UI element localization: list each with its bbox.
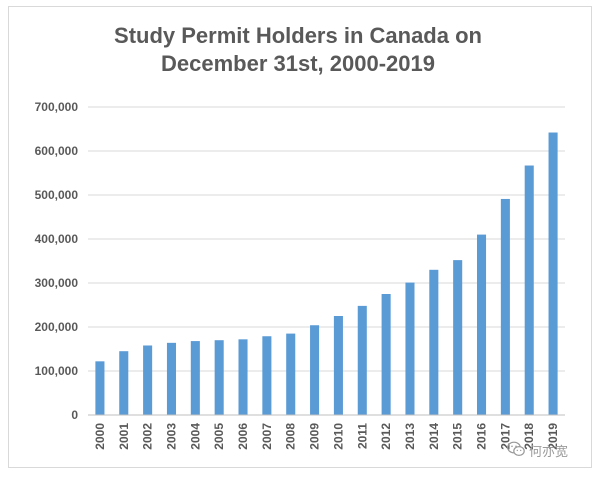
y-tick-label: 100,000 bbox=[35, 364, 79, 378]
bar bbox=[500, 198, 510, 415]
watermark: 何亦宽 bbox=[507, 439, 593, 461]
chart-title: Study Permit Holders in Canada on Decemb… bbox=[0, 22, 596, 78]
bar bbox=[310, 325, 320, 415]
x-tick-label: 2011 bbox=[355, 423, 369, 449]
bar bbox=[190, 341, 200, 415]
x-tick-label: 2005 bbox=[212, 423, 226, 450]
y-tick-label: 200,000 bbox=[35, 320, 79, 334]
bar bbox=[357, 305, 367, 415]
x-tick-label: 2003 bbox=[164, 423, 178, 450]
y-axis-ticks: 0 100,000 200,000 300,000 400,000 500,000 600,… bbox=[35, 100, 79, 422]
y-tick-label: 0 bbox=[71, 408, 78, 422]
bar bbox=[166, 342, 177, 415]
bar bbox=[143, 345, 153, 415]
bar bbox=[524, 165, 534, 415]
bar bbox=[333, 316, 343, 415]
bar bbox=[238, 339, 248, 415]
y-tick-label: 600,000 bbox=[35, 144, 79, 158]
bar bbox=[381, 294, 391, 415]
x-tick-label: 2008 bbox=[284, 423, 298, 450]
y-tick-label: 500,000 bbox=[35, 188, 79, 202]
x-axis-ticks: 2000 2001 2002 2003 2004 2005 2006 2007 2008 2009… bbox=[93, 423, 560, 450]
bar bbox=[476, 234, 487, 415]
gridlines bbox=[88, 106, 565, 372]
x-tick-label: 2002 bbox=[141, 423, 155, 450]
bar bbox=[119, 351, 129, 415]
bar bbox=[262, 336, 272, 415]
y-tick-label: 700,000 bbox=[35, 100, 79, 114]
x-tick-label: 2017 bbox=[498, 423, 512, 450]
x-tick-label: 2000 bbox=[93, 423, 107, 450]
chart-title-line-2: December 31st, 2000-2019 bbox=[161, 51, 435, 76]
bar bbox=[286, 333, 296, 415]
bars bbox=[95, 132, 558, 415]
x-tick-label: 2018 bbox=[522, 423, 536, 450]
bar bbox=[453, 260, 463, 415]
wechat-icon bbox=[507, 441, 525, 457]
x-tick-label: 2010 bbox=[331, 423, 345, 450]
x-tick-label: 2007 bbox=[260, 423, 274, 450]
bar bbox=[405, 282, 415, 415]
x-tick-label: 2009 bbox=[308, 423, 322, 450]
bar bbox=[214, 340, 224, 415]
x-tick-label: 2013 bbox=[403, 423, 417, 450]
x-tick-label: 2006 bbox=[236, 423, 250, 450]
x-tick-label: 2001 bbox=[117, 423, 131, 450]
x-tick-label: 2012 bbox=[379, 423, 393, 450]
x-tick-label: 2014 bbox=[427, 423, 441, 450]
watermark-text: 何亦宽 bbox=[529, 445, 569, 460]
x-tick-label: 2016 bbox=[475, 423, 489, 450]
x-tick-label: 2015 bbox=[451, 423, 465, 450]
chart-title-line-1: Study Permit Holders in Canada on bbox=[114, 23, 482, 48]
y-tick-label: 300,000 bbox=[35, 276, 79, 290]
bar bbox=[548, 132, 558, 415]
chart-frame bbox=[8, 6, 592, 468]
x-tick-label: 2004 bbox=[188, 423, 202, 450]
y-tick-label: 400,000 bbox=[35, 232, 79, 246]
x-tick-label: 2019 bbox=[546, 423, 560, 450]
bar bbox=[95, 361, 105, 415]
bar bbox=[429, 269, 439, 415]
